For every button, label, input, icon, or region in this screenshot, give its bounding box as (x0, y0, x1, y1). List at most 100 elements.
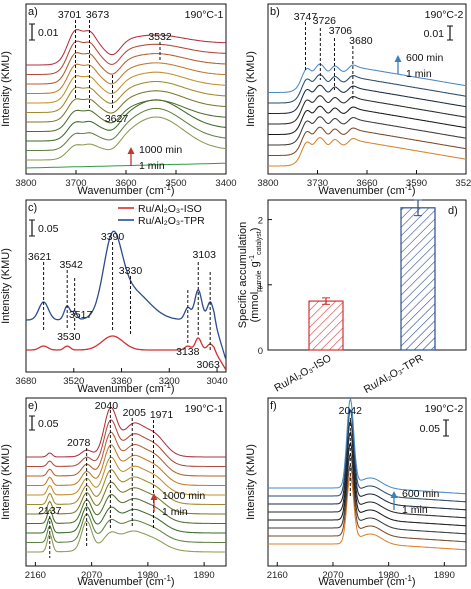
spectrum-b (268, 63, 467, 94)
x-tick-label: 2160 (267, 570, 288, 581)
legend-bottom-text: 1 min (402, 504, 428, 516)
spectrum-b (268, 74, 467, 104)
spectrum-f (268, 452, 466, 535)
spectrum-e (26, 431, 226, 477)
peak-label: 3673 (86, 9, 110, 21)
y-axis-title: Intensity (KMU) (245, 51, 257, 127)
legend-text: Ru/Al₂O₃-ISO (138, 203, 202, 215)
peak-label: 2040 (95, 400, 119, 412)
peak-label: 3063 (196, 359, 220, 371)
spectrum-b (268, 95, 467, 125)
spectrum-e (26, 520, 226, 553)
legend-top-text: 600 min (406, 52, 444, 64)
x-axis-title: Wavenumber (cm-1) (318, 574, 415, 588)
spectrum-a (26, 107, 227, 152)
spectrum-b (268, 116, 467, 146)
x-tick-label: 2160 (25, 570, 46, 581)
x-axis-title: Wavenumber (cm-1) (77, 381, 174, 395)
spectrum-f (268, 463, 466, 543)
spectrum-a (26, 80, 227, 114)
scale-bar-label: 0.05 (38, 223, 59, 235)
spectrum-b (268, 137, 467, 167)
arrow-head (394, 55, 402, 62)
y-axis-title-units: (mmolpyrrole g-1catalyst) (249, 228, 263, 323)
peak-label: 3138 (176, 346, 200, 358)
x-axis-title: Wavenumber (cm-1) (77, 574, 174, 588)
legend-text: Ru/Al₂O₃-TPR (138, 215, 205, 227)
peak-label: 3390 (101, 231, 125, 243)
y-tick-label: 2 (258, 216, 263, 227)
legend-top-text: 1000 min (139, 144, 182, 156)
spectrum-a-baseline (25, 162, 227, 169)
x-tick-label: 3520 (455, 178, 471, 189)
x-tick-label: 1980 (378, 570, 399, 581)
spectrum-f (268, 430, 466, 519)
arrow-head (150, 493, 158, 500)
plot-frame (25, 199, 227, 373)
y-tick-label: 0 (258, 346, 263, 357)
legend-bottom-text: 1 min (139, 160, 165, 172)
x-tick-label: 3730 (307, 178, 328, 189)
x-tick-label: 3500 (165, 178, 186, 189)
spectrum-tpr (26, 230, 227, 360)
spectrum-a (26, 62, 227, 95)
peak-label: 3680 (349, 35, 373, 47)
peak-label: 3103 (193, 249, 217, 261)
spectrum-e (26, 456, 226, 496)
bar (400, 207, 436, 351)
legend-top-text: 1000 min (162, 490, 205, 502)
x-tick-label: 2070 (322, 570, 343, 581)
y-axis-title: Specific accumulation (237, 222, 249, 328)
panel-label: c) (28, 202, 37, 214)
x-tick-label: 3520 (63, 376, 84, 387)
arrow-head (127, 147, 135, 154)
x-tick-label: 3680 (15, 376, 36, 387)
spectrum-a (26, 90, 227, 123)
spectrum-e (26, 419, 226, 468)
spectrum-e (26, 494, 226, 525)
x-axis-title: Wavenumber (cm-1) (77, 183, 174, 197)
x-tick-label: 3660 (356, 178, 377, 189)
condition-label: 190°C-1 (185, 9, 224, 21)
peak-label: 3701 (58, 9, 82, 21)
panel-label: d) (448, 205, 458, 217)
x-tick-label: 3800 (15, 178, 36, 189)
panel-a: 3800 3700 3600 3500 3400 Intensity (KMU) Waven… (0, 3, 237, 197)
spectrum-e (26, 444, 226, 487)
spectrum-f (268, 441, 466, 527)
condition-label: 190°C-2 (425, 403, 464, 415)
spectrum-b (268, 105, 467, 136)
peak-label: 2042 (339, 405, 363, 417)
legend-top-text: 600 min (402, 488, 440, 500)
spectrum-f (268, 474, 466, 551)
y-axis-title: Intensity (KMU) (245, 444, 257, 520)
spectrum-a (26, 71, 227, 104)
peak-label: 2137 (38, 505, 62, 517)
panel-e: 2160 2070 1980 1890 Intensity (KMU) Wavenumbe… (0, 397, 227, 588)
panel-d: d) 0 1 2 Specific accumulation (mmolpyrrole g… (237, 199, 467, 396)
x-axis-title: Wavenumber (cm-1) (318, 183, 415, 197)
spectrum-e (26, 406, 226, 458)
category-label: Ru/Al₂O₃-TPR (362, 352, 426, 396)
spectrum-b (268, 126, 467, 157)
spectrum-e (26, 481, 226, 515)
scale-bar-label: 0.05 (420, 423, 441, 435)
spectrum-a (26, 99, 227, 142)
spectrum-f (268, 408, 466, 503)
x-tick-label: 3400 (215, 178, 236, 189)
y-axis-title: Intensity (KMU) (0, 51, 12, 127)
peak-label: 3706 (329, 25, 353, 37)
spectrum-a (26, 116, 227, 161)
panel-b: 3800 3730 3660 3590 3520 Intensity (KMU) Waven… (245, 3, 471, 197)
peak-label: 3627 (105, 113, 129, 125)
panel-label: e) (28, 400, 38, 412)
y-axis-title: Intensity (KMU) (0, 444, 12, 520)
x-tick-label: 1980 (137, 570, 158, 581)
spectrum-e (26, 506, 226, 534)
panel-f: 2160 2070 1980 1890 Intensity (KMU) Wavenumbe… (245, 397, 467, 588)
panel-label: a) (28, 6, 38, 18)
peak-label: 3726 (313, 15, 337, 27)
legend-bottom-text: 1 min (406, 68, 432, 80)
spectrum-f (268, 397, 466, 495)
